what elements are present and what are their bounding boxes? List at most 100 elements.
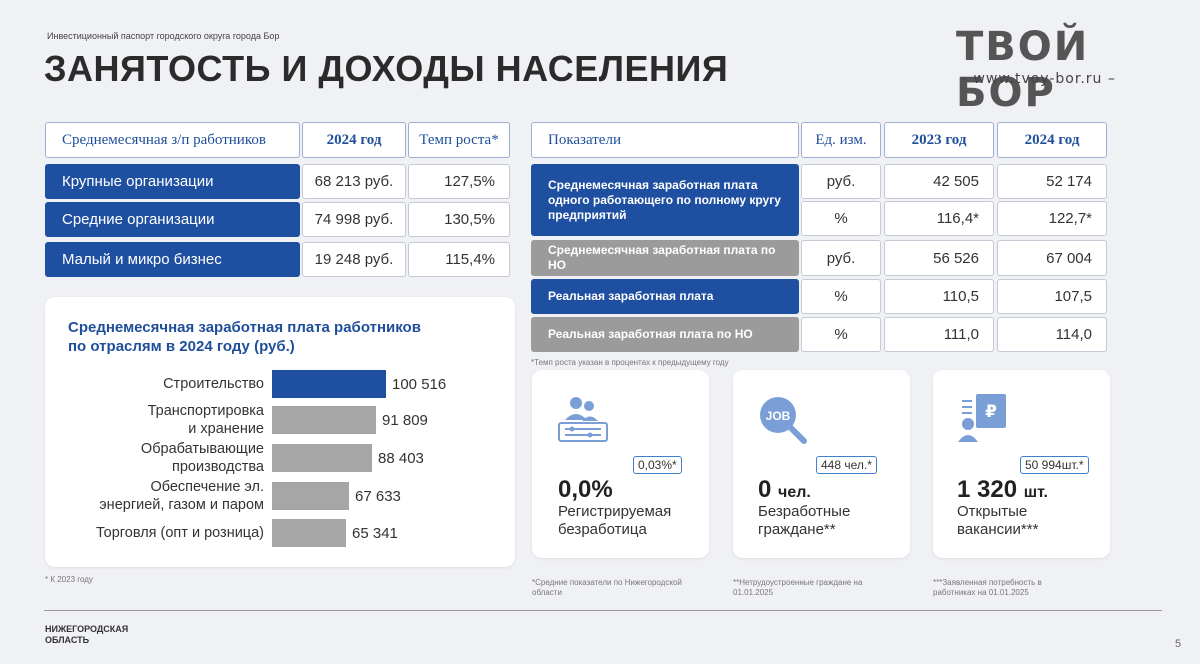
kpi-label-line: Открытые — [957, 503, 1028, 520]
kpi-value: 0,0% — [558, 476, 613, 504]
svg-text:JOB: JOB — [766, 409, 791, 423]
kpi-badge: 0,03%* — [633, 456, 682, 474]
page-number: 5 — [1175, 638, 1182, 650]
indicators-footnote: *Темп роста указан в процентах к предыду… — [531, 358, 729, 367]
kpi-footnote-line: **Нетрудоустроенные граждане на — [733, 578, 863, 587]
kpi-badge: 50 994шт.* — [1020, 456, 1089, 474]
svg-text:₽: ₽ — [985, 402, 997, 422]
document-subtitle: Инвестиционный паспорт городского округа… — [47, 31, 280, 41]
kpi-label: Открытые вакансии*** — [957, 503, 1038, 539]
job-search-icon: JOB — [756, 394, 812, 446]
chart-bar — [272, 406, 376, 434]
kpi-label-line: безработица — [558, 521, 647, 538]
indicators-header-label: Показатели — [531, 122, 799, 158]
indicator-group-label: Среднемесячная заработная плата одного р… — [531, 164, 799, 236]
chart-category-label-line: энергией, газом и паром — [99, 497, 264, 513]
indicator-2024: 107,5 — [997, 279, 1107, 314]
indicator-2023: 42 505 — [884, 164, 994, 199]
kpi-value-unit: шт. — [1023, 484, 1048, 501]
indicator-2024: 114,0 — [997, 317, 1107, 352]
chart-category-label-line: и хранение — [188, 421, 264, 437]
kpi-label-line: Безработные — [758, 503, 851, 520]
salary-row-label: Крупные организации — [45, 164, 300, 199]
salary-table-header-year: 2024 год — [302, 122, 406, 158]
salary-row-label: Средние организации — [45, 202, 300, 237]
chart-category-label-line: Строительство — [163, 376, 264, 392]
kpi-badge: 448 чел.* — [816, 456, 877, 474]
indicator-2024: 122,7* — [997, 201, 1107, 236]
chart-bar-value: 91 809 — [382, 412, 428, 429]
salary-row-label: Малый и микро бизнес — [45, 242, 300, 277]
site-logo[interactable]: ТВОЙ БОР — [956, 24, 1090, 116]
chart-category-label: Обрабатывающие производства — [34, 440, 264, 476]
indicator-2023: 110,5 — [884, 279, 994, 314]
kpi-footnote: *Средние показатели по Нижегородской обла… — [532, 578, 682, 598]
chart-bar — [272, 370, 386, 398]
salary-row-value: 68 213 руб. — [302, 164, 406, 199]
page-title: ЗАНЯТОСТЬ И ДОХОДЫ НАСЕЛЕНИЯ — [44, 48, 729, 89]
indicator-2023: 111,0 — [884, 317, 994, 352]
chart-footnote: * К 2023 году — [45, 575, 93, 584]
chart-bar-value: 67 633 — [355, 488, 401, 505]
indicators-header-2024: 2024 год — [997, 122, 1107, 158]
kpi-value-number: 1 320 — [957, 476, 1018, 503]
indicators-header-2023: 2023 год — [884, 122, 994, 158]
chart-bar — [272, 444, 372, 472]
kpi-footnote-line: работниках на 01.01.2025 — [933, 588, 1029, 597]
indicator-2024: 67 004 — [997, 240, 1107, 276]
indicator-row-label: Реальная заработная плата по НО — [531, 317, 799, 352]
chart-bar-value: 100 516 — [392, 376, 447, 393]
kpi-footnote-line: области — [532, 588, 562, 597]
chart-bar-value: 65 341 — [352, 525, 398, 542]
indicator-unit: % — [801, 317, 881, 352]
salary-row-growth: 127,5% — [408, 164, 510, 199]
indicator-unit: руб. — [801, 164, 881, 199]
kpi-footnote-line: ***Заявленная потребность в — [933, 578, 1042, 587]
chart-category-label: Обеспечение эл. энергией, газом и паром — [34, 478, 264, 514]
salary-row-growth: 115,4% — [408, 242, 510, 277]
chart-bar — [272, 482, 349, 510]
kpi-value-unit: чел. — [778, 484, 811, 501]
indicator-2024: 52 174 — [997, 164, 1107, 199]
region-logo: НИЖЕГОРОДСКАЯ ОБЛАСТЬ — [45, 624, 129, 645]
salary-table-header-label: Среднемесячная з/п работников — [45, 122, 300, 158]
indicator-unit: руб. — [801, 240, 881, 276]
chart-category-label-line: производства — [172, 459, 264, 475]
salary-table-header-growth: Темп роста* — [408, 122, 510, 158]
indicator-unit: % — [801, 201, 881, 236]
salary-row-value: 74 998 руб. — [302, 202, 406, 237]
salary-row-growth: 130,5% — [408, 202, 510, 237]
chart-bar-value: 88 403 — [378, 450, 424, 467]
chart-category-label-line: Транспортировка — [147, 403, 264, 419]
indicator-row-label: Среднемесячная заработная плата по НО — [531, 240, 799, 276]
chart-category-label: Торговля (опт и розница) — [34, 524, 264, 542]
salary-row-value: 19 248 руб. — [302, 242, 406, 277]
indicator-2023: 56 526 — [884, 240, 994, 276]
site-url[interactable]: – www.tvoy-bor.ru – — [960, 71, 1116, 87]
kpi-value-number: 0,0% — [558, 476, 613, 503]
vacancy-document-icon: ₽ — [956, 392, 1012, 444]
chart-category-label: Транспортировка и хранение — [34, 402, 264, 438]
chart-category-label-line: Торговля (опт и розница) — [95, 525, 264, 541]
kpi-value: 0 чел. — [758, 476, 811, 504]
chart-bar — [272, 519, 346, 547]
chart-category-label-line: Обеспечение эл. — [150, 479, 264, 495]
indicators-header-unit: Ед. изм. — [801, 122, 881, 158]
indicator-unit: % — [801, 279, 881, 314]
kpi-value-number: 0 — [758, 476, 772, 503]
people-settings-icon — [556, 394, 612, 444]
kpi-label: Регистрируемая безработица — [558, 503, 671, 539]
chart-category-label-line: Обрабатывающие — [140, 441, 264, 457]
kpi-footnote-line: 01.01.2025 — [733, 588, 774, 597]
kpi-footnote: **Нетрудоустроенные граждане на 01.01.202… — [733, 578, 862, 598]
kpi-label: Безработные граждане** — [758, 503, 850, 539]
indicator-2023: 116,4* — [884, 201, 994, 236]
footer-divider — [44, 610, 1162, 611]
chart-title: Среднемесячная заработная плата работник… — [68, 319, 421, 355]
kpi-label-line: граждане** — [758, 521, 836, 538]
kpi-footnote: ***Заявленная потребность в работниках на… — [933, 578, 1042, 598]
kpi-label-line: вакансии*** — [957, 521, 1039, 538]
chart-category-label: Строительство — [34, 375, 264, 393]
indicator-row-label: Реальная заработная плата — [531, 279, 799, 314]
kpi-footnote-line: *Средние показатели по Нижегородской — [532, 578, 682, 587]
